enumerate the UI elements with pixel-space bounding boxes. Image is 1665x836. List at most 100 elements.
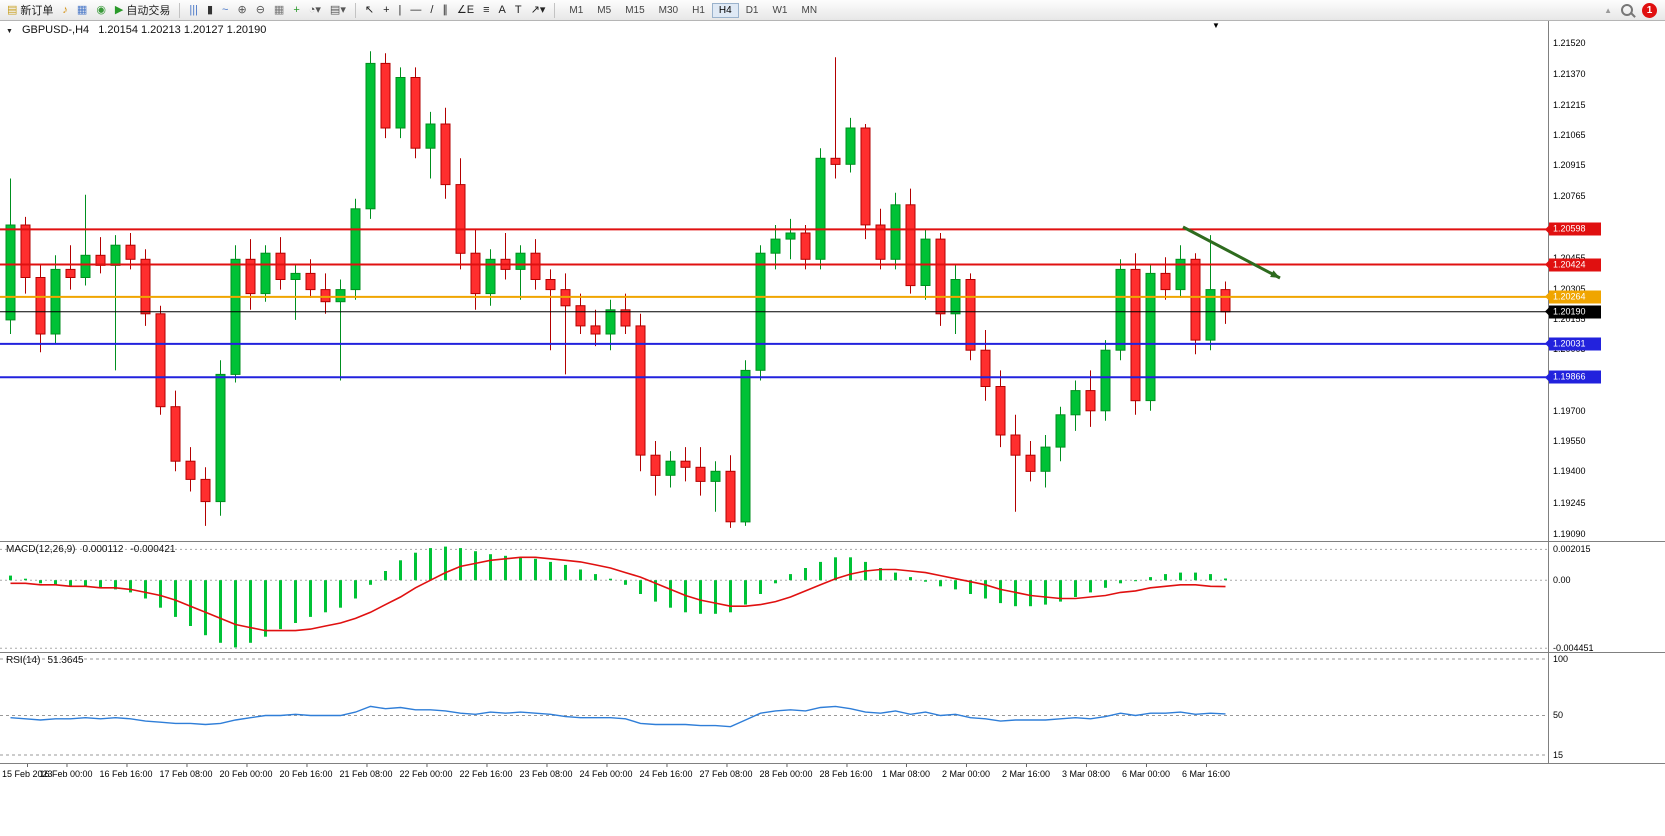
candle xyxy=(275,237,286,290)
timeframe-d1-button[interactable]: D1 xyxy=(739,3,766,18)
trendline-button[interactable]: / xyxy=(426,1,437,19)
candle xyxy=(995,370,1006,448)
trend-arrow-annotation[interactable] xyxy=(1182,225,1281,280)
candle xyxy=(5,178,16,334)
macd-histogram-bar xyxy=(309,580,312,617)
zoom-out-button[interactable]: ⊖ xyxy=(252,1,269,19)
timeframe-m1-button[interactable]: M1 xyxy=(562,3,590,18)
toolbar-overflow-icon[interactable]: ▲ xyxy=(1604,5,1612,15)
macd-histogram-bar xyxy=(1164,574,1167,581)
chart-shift-marker[interactable]: ▼ xyxy=(1212,21,1220,30)
notification-badge[interactable]: 1 xyxy=(1642,2,1657,18)
timeframe-w1-button[interactable]: W1 xyxy=(765,3,794,18)
indicators-button[interactable]: + xyxy=(289,1,303,19)
macd-histogram-bar xyxy=(384,571,387,581)
macd-histogram-bar xyxy=(969,580,972,594)
new-order-icon: ▤ xyxy=(7,3,18,16)
price-tick: 1.19245 xyxy=(1553,497,1586,508)
macd-histogram-bar xyxy=(219,580,222,643)
candle xyxy=(1025,441,1036,482)
macd-histogram-bar xyxy=(669,580,672,608)
periods-button[interactable]: ◔▾ xyxy=(305,1,325,19)
candle xyxy=(830,57,841,179)
channel-button[interactable]: ∥ xyxy=(438,1,452,19)
rsi-axis[interactable]: 100 50 15 xyxy=(1548,653,1665,763)
macd-histogram-bar xyxy=(474,551,477,581)
chart-dropdown-icon[interactable]: ▼ xyxy=(6,28,13,35)
crosshair-button[interactable]: + xyxy=(379,1,393,19)
time-axis[interactable]: 15 Feb 2023 16 Feb 00:00 16 Feb 16:00 17 Fe… xyxy=(0,763,1665,783)
time-label: 6 Mar 16:00 xyxy=(1181,764,1231,779)
candle xyxy=(575,293,586,334)
macd-histogram-bar xyxy=(414,552,417,581)
tile-windows-button[interactable]: ▦ xyxy=(270,1,288,19)
sound-button[interactable]: ♪ xyxy=(58,1,72,19)
candle xyxy=(1220,281,1231,324)
macd-histogram-bar xyxy=(489,554,492,581)
search-icon[interactable] xyxy=(1621,4,1633,16)
macd-signal-line xyxy=(10,556,1226,632)
horizontal-line-button[interactable]: — xyxy=(406,1,425,19)
auto-trading-label: 自动交易 xyxy=(126,5,171,17)
macd-histogram-bar xyxy=(39,580,42,584)
candle xyxy=(815,148,826,270)
window-bottom-space xyxy=(0,783,1665,836)
timeframe-h1-button[interactable]: H1 xyxy=(685,3,712,18)
macd-axis[interactable]: 0.002015 0.00 -0.004451 xyxy=(1548,542,1665,653)
timeframe-m30-button[interactable]: M30 xyxy=(652,3,685,18)
profiles-button[interactable]: ◉ xyxy=(92,1,110,19)
timeframe-m5-button[interactable]: M5 xyxy=(590,3,618,18)
candle xyxy=(965,273,976,361)
macd-histogram-bar xyxy=(549,561,552,581)
channel-icon: ∥ xyxy=(442,3,448,16)
candle xyxy=(395,67,406,139)
price-level-label: 1.20424 xyxy=(1549,258,1601,272)
cursor-button[interactable]: ↖ xyxy=(361,1,378,19)
macd-histogram-bar xyxy=(279,580,282,630)
time-label: 6 Mar 00:00 xyxy=(1121,764,1171,779)
rsi-axis-tick: 15 xyxy=(1553,749,1564,760)
arrows-button[interactable]: ↗▾ xyxy=(527,1,550,19)
ohlc-bars-button[interactable]: ||| xyxy=(185,1,202,19)
label-button[interactable]: T xyxy=(511,1,526,19)
candle xyxy=(200,467,211,526)
text-button[interactable]: A xyxy=(495,1,510,19)
candle xyxy=(125,233,136,270)
rsi-pane: RSI(14) 51.3645 100 50 15 xyxy=(0,652,1665,763)
templates-button[interactable]: ▤▾ xyxy=(326,1,350,19)
fibonacci-button[interactable]: ≡ xyxy=(479,1,493,19)
chart-legend: ▼ GBPUSD-,H4 1.20154 1.20213 1.20127 1.2… xyxy=(6,24,266,36)
timeframe-group: M1 M5 M15 M30 H1 H4 D1 W1 MN xyxy=(562,2,824,18)
candle xyxy=(680,447,691,482)
timeframe-m15-button[interactable]: M15 xyxy=(618,3,651,18)
timeframe-mn-button[interactable]: MN xyxy=(794,3,824,18)
price-tick: 1.21065 xyxy=(1553,130,1586,141)
vertical-line-button[interactable]: | xyxy=(395,1,406,19)
toolbar-separator xyxy=(354,2,356,18)
macd-histogram-bar xyxy=(804,568,807,581)
price-axis[interactable]: 1.21520 1.21370 1.21215 1.21065 1.20915 1.207… xyxy=(1548,21,1665,541)
auto-trading-button[interactable]: ▶ 自动交易 xyxy=(111,1,174,19)
macd-label: MACD(12,26,9) xyxy=(6,544,76,555)
equidistant-button[interactable]: ∠E xyxy=(453,1,478,19)
ohlc-bars-icon: ||| xyxy=(189,3,198,16)
line-chart-button[interactable]: ~ xyxy=(218,1,232,19)
macd-histogram-bar xyxy=(1119,580,1122,584)
macd-axis-tick: 0.002015 xyxy=(1553,544,1591,555)
candlesticks-button[interactable]: ▮ xyxy=(203,1,217,19)
price-chart-canvas[interactable] xyxy=(0,21,1548,541)
candle xyxy=(140,249,151,326)
candle xyxy=(1100,340,1111,421)
zoom-in-button[interactable]: ⊕ xyxy=(233,1,250,19)
macd-histogram-bar xyxy=(954,580,957,590)
candle xyxy=(605,299,616,351)
timeframe-h4-button[interactable]: H4 xyxy=(711,2,739,18)
candle xyxy=(350,198,361,300)
new-order-button[interactable]: ▤ 新订单 xyxy=(3,1,57,19)
macd-histogram-bar xyxy=(699,580,702,614)
time-label: 2 Mar 00:00 xyxy=(941,764,991,779)
macd-canvas[interactable] xyxy=(0,542,1548,652)
tile-windows-icon: ▦ xyxy=(273,3,285,16)
new-chart-button[interactable]: ▦ xyxy=(73,1,91,19)
rsi-canvas[interactable] xyxy=(0,653,1548,763)
